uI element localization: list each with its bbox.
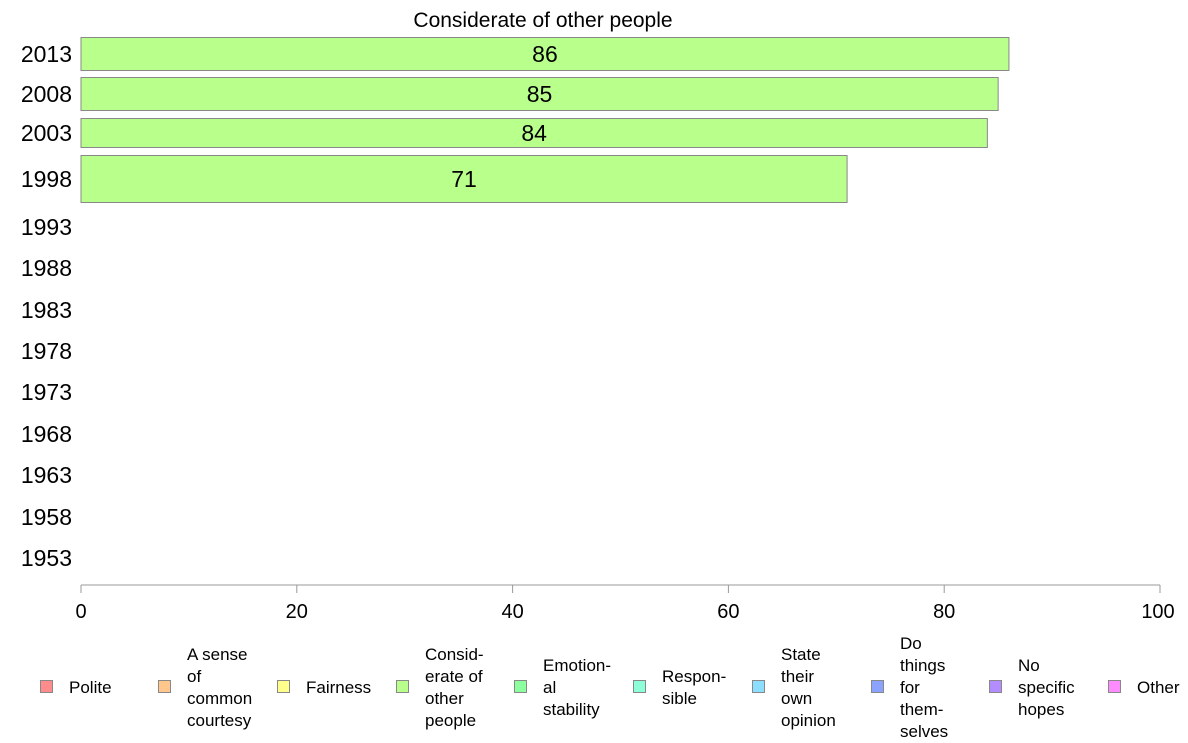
data-label-2013: 86	[532, 41, 558, 67]
x-tick-label: 0	[75, 601, 86, 623]
y-tick-label: 1978	[21, 338, 72, 364]
x-tick-label: 80	[933, 601, 955, 623]
legend-swatch	[989, 679, 1002, 693]
x-tick-label: 60	[717, 601, 739, 623]
data-label-1998: 71	[451, 166, 477, 192]
legend-label: Emotion- al stability	[543, 656, 612, 719]
legend-swatch	[752, 679, 765, 693]
data-label-2008: 85	[527, 81, 553, 107]
legend-label: State their own opinion	[781, 645, 836, 730]
y-tick-label: 1958	[21, 504, 72, 530]
bars-layer: 86 85 84 71	[80, 37, 1010, 203]
legend-item: Polite	[40, 640, 112, 736]
y-tick-label: 1973	[21, 379, 72, 405]
y-tick-label: 2003	[21, 120, 72, 146]
bar-2008	[80, 77, 999, 111]
y-axis-labels: 2013 2008 2003 1998 1993 1988 1983 1978 1973 1968…	[21, 41, 72, 571]
legend-swatch	[396, 679, 409, 693]
legend-item: State their own opinion	[752, 640, 836, 736]
legend-swatch	[40, 679, 53, 693]
y-tick-label: 1983	[21, 297, 72, 323]
y-tick-label: 1953	[21, 545, 72, 571]
legend-item: Other	[1108, 640, 1180, 736]
legend: Polite A sense of common courtesy Fairness…	[0, 634, 1188, 741]
legend-label: Consid- erate of other people	[425, 645, 484, 730]
legend-item: Do things for them- selves	[871, 634, 948, 741]
x-tick-label: 40	[501, 601, 523, 623]
legend-item: No specific hopes	[989, 640, 1075, 736]
y-tick-label: 1998	[21, 166, 72, 192]
x-tick-label: 20	[286, 601, 308, 623]
legend-label: Other	[1137, 678, 1180, 697]
legend-swatch	[1108, 679, 1121, 693]
legend-label: Do things for them- selves	[900, 634, 949, 741]
legend-label: Fairness	[306, 678, 372, 697]
legend-item: A sense of common courtesy	[158, 640, 252, 736]
legend-swatch	[158, 679, 171, 693]
x-axis-ticks: 0 20 40 60 80 100	[75, 585, 1175, 623]
y-tick-label: 1993	[21, 214, 72, 240]
bar-2013	[80, 37, 1010, 71]
legend-swatch	[633, 679, 646, 693]
legend-label: Polite	[69, 678, 112, 697]
y-tick-label: 2013	[21, 41, 72, 67]
legend-swatch	[871, 679, 884, 693]
legend-label: No specific hopes	[1018, 656, 1075, 719]
legend-item: Fairness	[277, 640, 371, 736]
legend-label: Respon- sible	[662, 667, 727, 708]
legend-swatch	[277, 679, 290, 693]
x-tick-label: 100	[1141, 601, 1174, 623]
legend-item: Consid- erate of other people	[396, 640, 484, 736]
data-label-2003: 84	[521, 120, 547, 146]
legend-item: Emotion- al stability	[514, 640, 611, 736]
legend-swatch	[514, 679, 527, 693]
chart-title: Considerate of other people	[413, 9, 672, 32]
y-tick-label: 1963	[21, 462, 72, 488]
y-tick-label: 2008	[21, 81, 72, 107]
y-tick-label: 1988	[21, 255, 72, 281]
bar-1998	[80, 155, 848, 203]
y-tick-label: 1968	[21, 421, 72, 447]
legend-item: Respon- sible	[633, 640, 726, 736]
bar-2003	[80, 118, 988, 148]
legend-label: A sense of common courtesy	[187, 645, 253, 730]
